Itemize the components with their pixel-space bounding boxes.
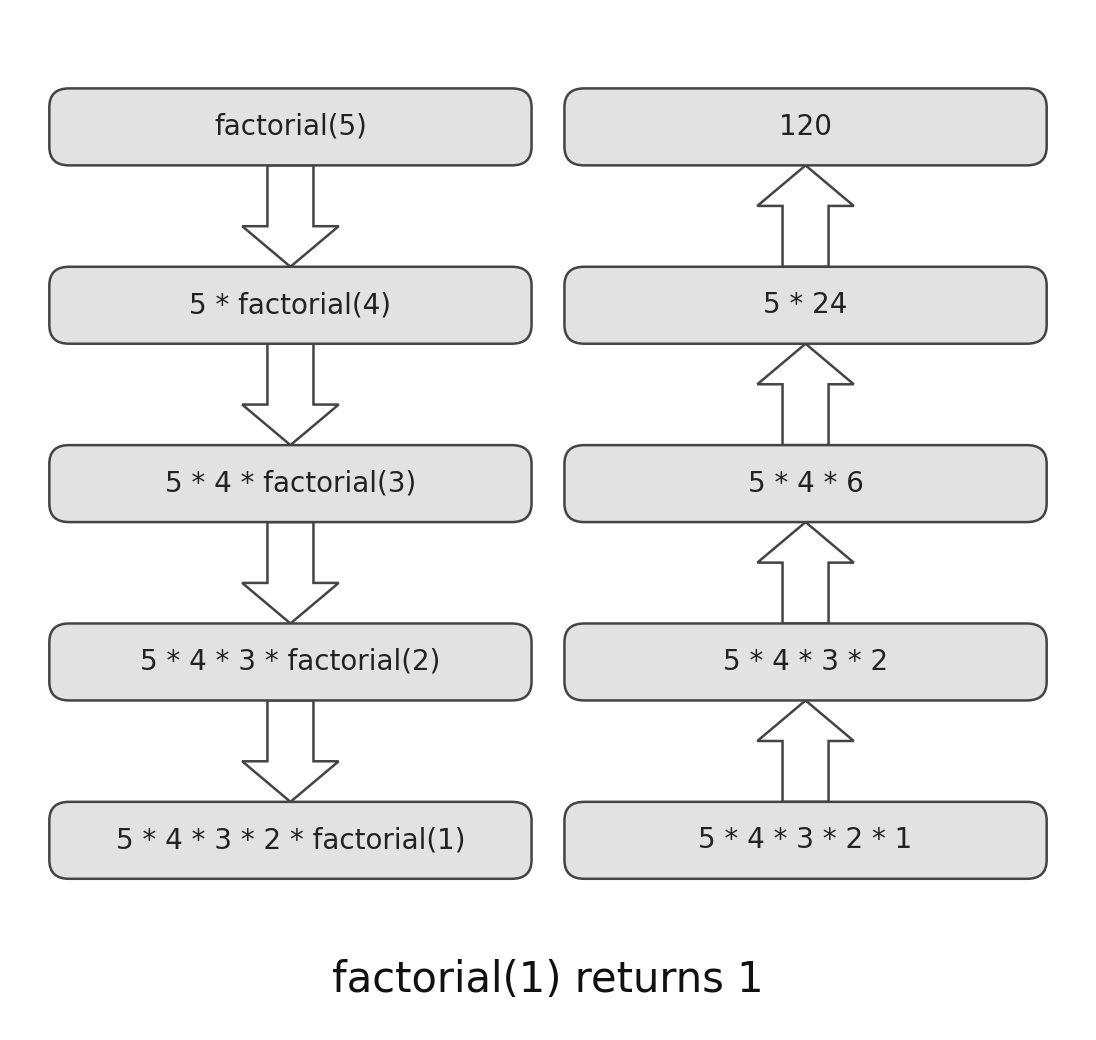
Text: 5 * 4 * 3 * factorial(2): 5 * 4 * 3 * factorial(2) [140,648,441,676]
FancyBboxPatch shape [49,267,532,343]
FancyBboxPatch shape [49,445,532,522]
FancyBboxPatch shape [564,88,1047,165]
Text: 5 * 4 * factorial(3): 5 * 4 * factorial(3) [164,470,416,497]
Polygon shape [242,522,339,623]
FancyBboxPatch shape [564,802,1047,879]
Polygon shape [242,701,339,802]
FancyBboxPatch shape [564,267,1047,343]
Text: 5 * 4 * 3 * 2: 5 * 4 * 3 * 2 [723,648,888,676]
FancyBboxPatch shape [49,88,532,165]
Text: 5 * 24: 5 * 24 [764,291,847,319]
Text: 5 * 4 * 6: 5 * 4 * 6 [747,470,864,497]
Polygon shape [242,165,339,266]
Text: factorial(1) returns 1: factorial(1) returns 1 [332,959,764,1000]
FancyBboxPatch shape [564,623,1047,701]
Text: 120: 120 [779,113,832,140]
Polygon shape [757,165,854,266]
Polygon shape [242,343,339,445]
Text: 5 * factorial(4): 5 * factorial(4) [190,291,391,319]
Polygon shape [757,343,854,445]
Text: factorial(5): factorial(5) [214,113,367,140]
FancyBboxPatch shape [564,445,1047,522]
FancyBboxPatch shape [49,802,532,879]
Polygon shape [757,701,854,802]
Text: 5 * 4 * 3 * 2 * factorial(1): 5 * 4 * 3 * 2 * factorial(1) [116,827,465,854]
Text: 5 * 4 * 3 * 2 * 1: 5 * 4 * 3 * 2 * 1 [698,827,913,854]
FancyBboxPatch shape [49,623,532,701]
Polygon shape [757,522,854,623]
